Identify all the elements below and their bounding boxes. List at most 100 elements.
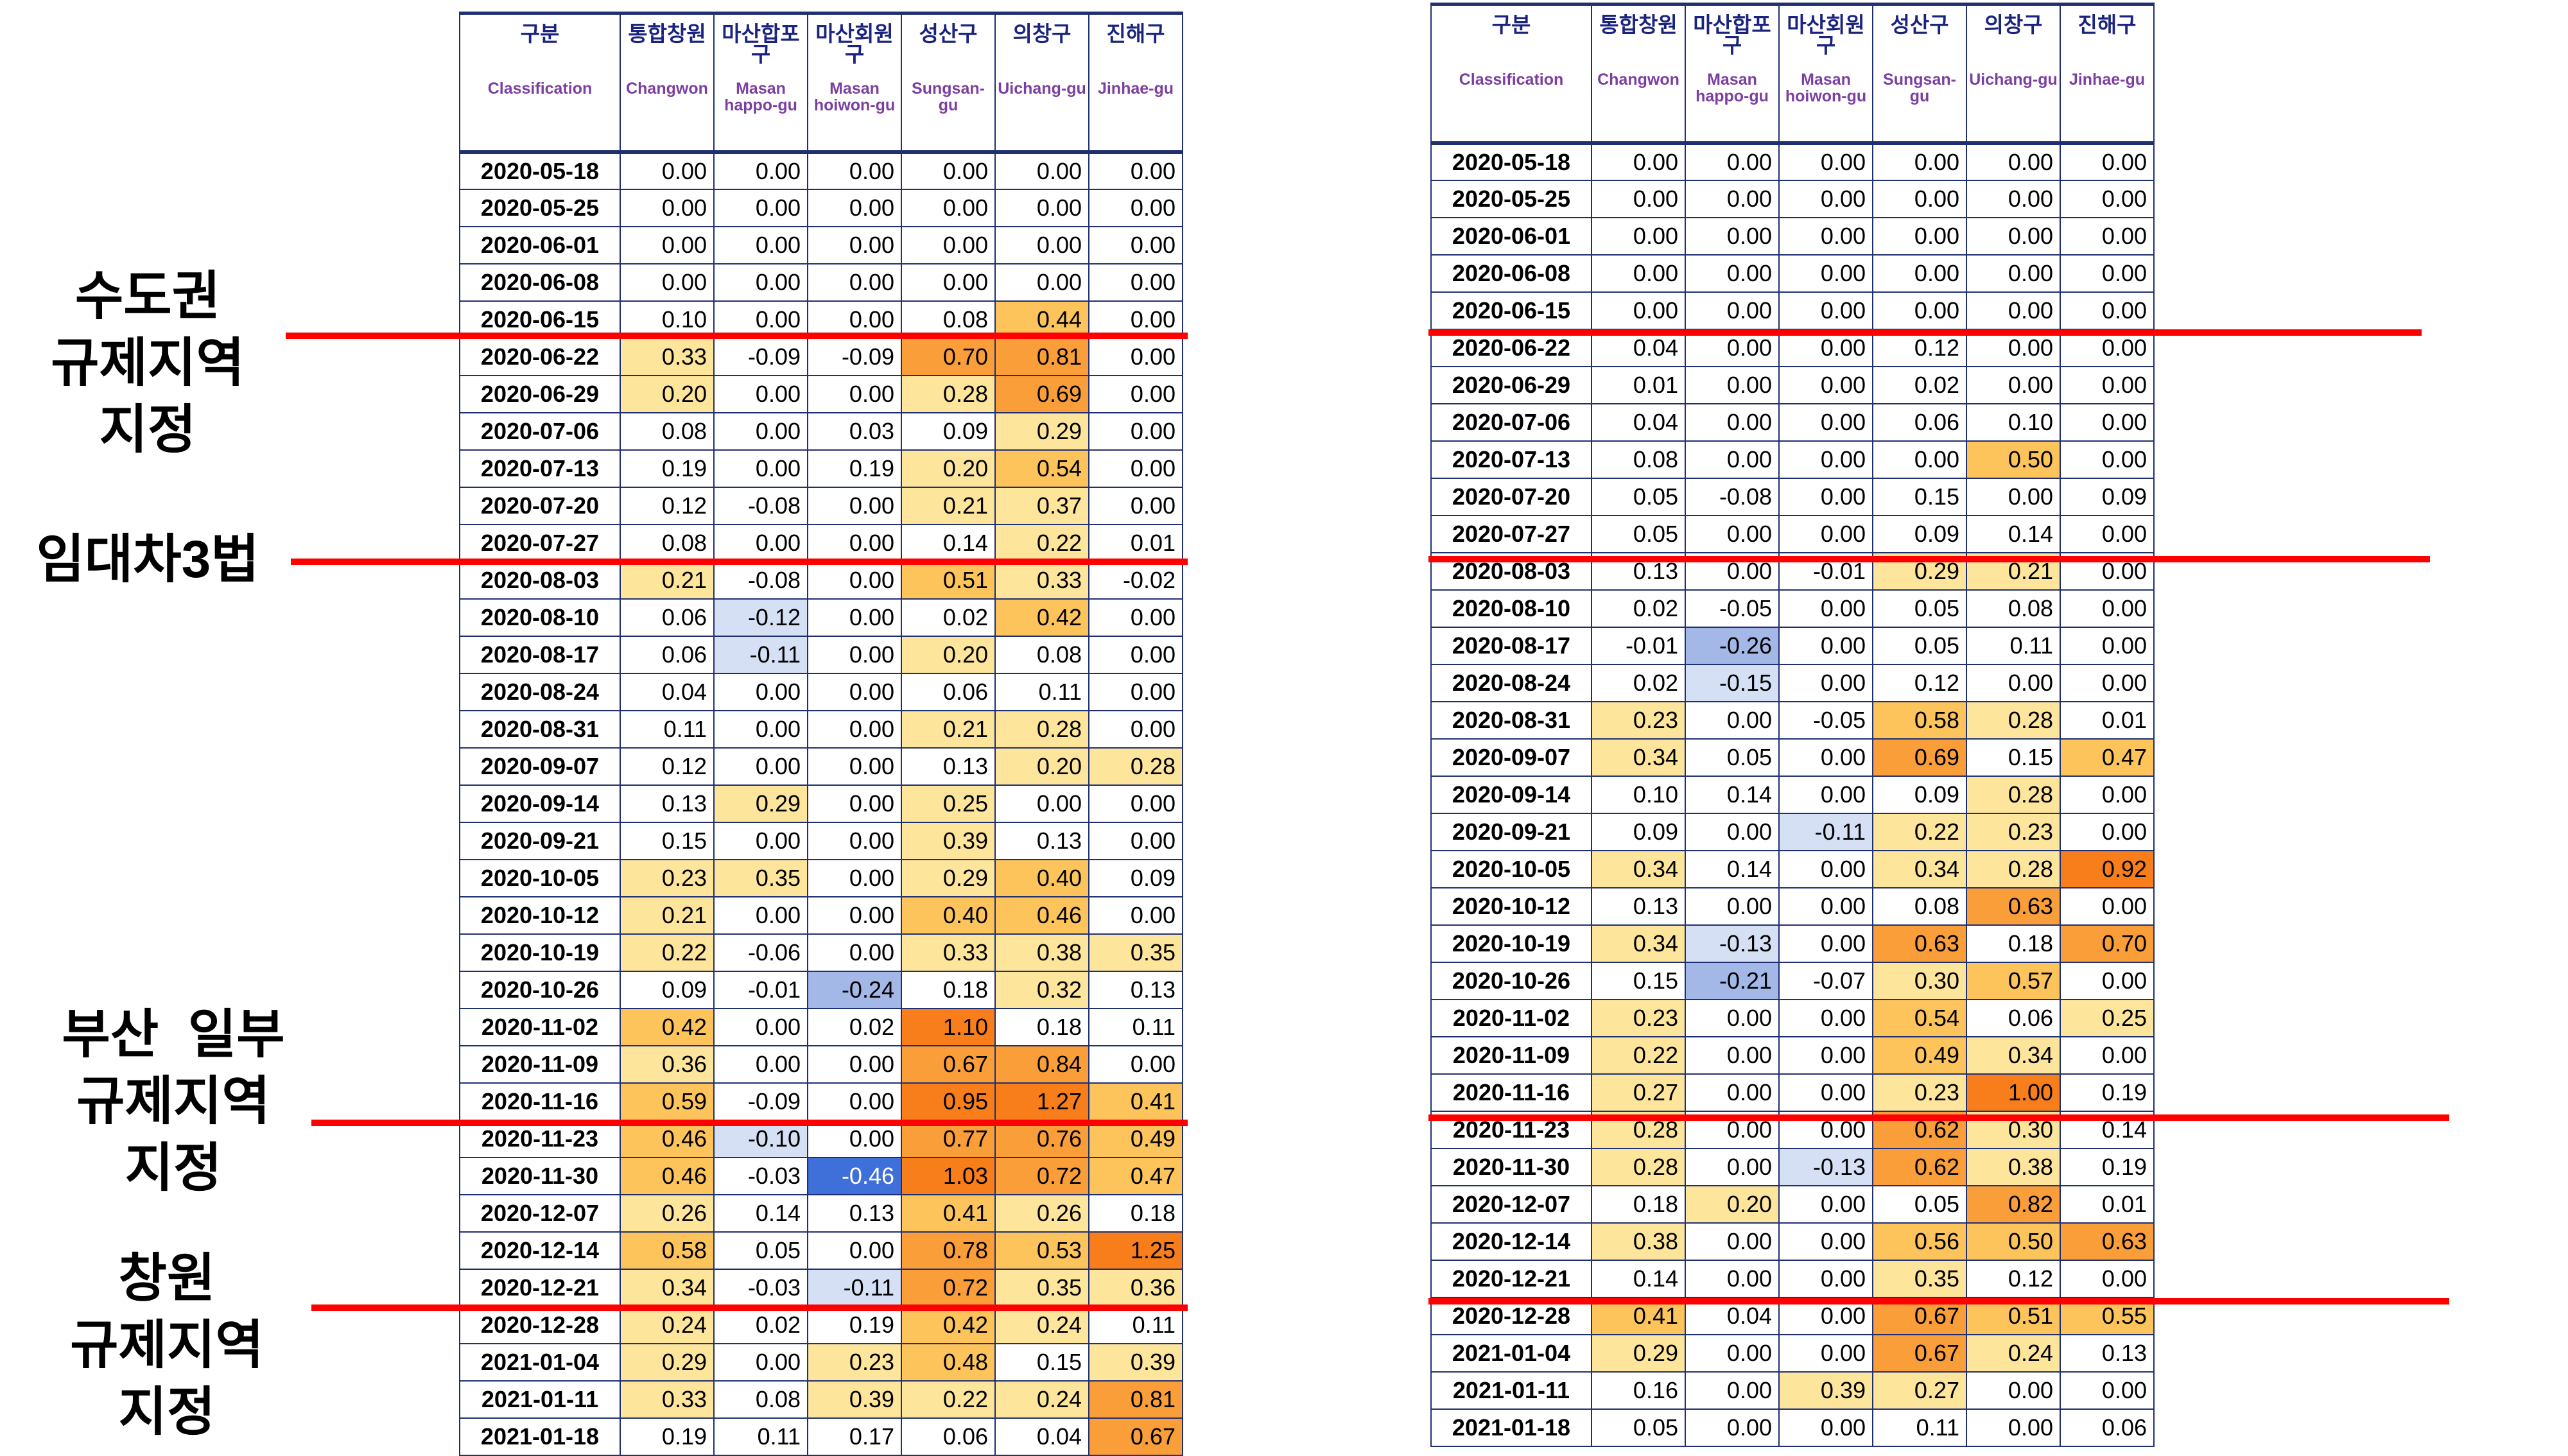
value-cell: 0.00 bbox=[807, 635, 902, 674]
table-row: 2020-10-26 0.09 -0.01 -0.24 0.18 0.32 0.13 bbox=[459, 970, 1183, 1009]
value-cell: 0.00 bbox=[1778, 365, 1873, 404]
table-body-right: 2020-05-18 0.00 0.00 0.00 0.00 0.00 0.00 2020-0… bbox=[1430, 141, 2155, 1447]
value-cell: 0.34 bbox=[1591, 924, 1686, 963]
value-cell: 0.27 bbox=[1591, 1073, 1686, 1112]
header-ko: 성산구 bbox=[1890, 13, 1949, 37]
table-row: 2020-10-19 0.34 -0.13 0.00 0.63 0.18 0.70 bbox=[1430, 924, 2155, 963]
value-cell: 0.05 bbox=[713, 1231, 808, 1270]
header-en: Masan hoiwon-gu bbox=[813, 80, 896, 114]
value-cell: 0.00 bbox=[713, 374, 808, 413]
value-cell: -0.46 bbox=[807, 1156, 902, 1195]
value-cell: 0.00 bbox=[901, 150, 996, 190]
value-cell: 0.00 bbox=[1778, 887, 1873, 926]
value-cell: 0.13 bbox=[1591, 887, 1686, 926]
table-row: 2020-06-22 0.33 -0.09 -0.09 0.70 0.81 0.00 bbox=[459, 337, 1183, 376]
date-cell: 2020-07-27 bbox=[459, 523, 621, 562]
value-cell: 0.09 bbox=[1088, 858, 1183, 897]
value-cell: 0.42 bbox=[994, 598, 1089, 637]
value-cell: 0.00 bbox=[2060, 1259, 2155, 1298]
value-cell: -0.24 bbox=[807, 970, 902, 1009]
value-cell: 0.00 bbox=[807, 858, 902, 897]
date-cell: 2020-06-22 bbox=[459, 337, 621, 376]
table-row: 2020-10-19 0.22 -0.06 0.00 0.33 0.38 0.35 bbox=[459, 933, 1183, 972]
value-cell: 0.38 bbox=[1591, 1222, 1686, 1261]
table-row: 2020-09-07 0.12 0.00 0.00 0.13 0.20 0.28 bbox=[459, 747, 1183, 786]
value-cell: 0.00 bbox=[1872, 179, 1967, 218]
value-cell: 0.59 bbox=[620, 1082, 715, 1121]
value-cell: 0.41 bbox=[901, 1193, 996, 1233]
value-cell: 0.00 bbox=[1685, 1147, 1780, 1186]
value-cell: 0.00 bbox=[713, 821, 808, 860]
table-row: 2020-08-31 0.23 0.00 -0.05 0.58 0.28 0.01 bbox=[1430, 700, 2155, 740]
date-cell: 2021-01-18 bbox=[459, 1417, 621, 1456]
table-row: 2020-11-16 0.27 0.00 0.00 0.23 1.00 0.19 bbox=[1430, 1073, 2155, 1112]
value-cell: 0.00 bbox=[2060, 403, 2155, 442]
value-cell: 0.00 bbox=[807, 263, 902, 302]
value-cell: 0.04 bbox=[1591, 403, 1686, 442]
table-row: 2020-12-07 0.26 0.14 0.13 0.41 0.26 0.18 bbox=[459, 1193, 1183, 1233]
date-cell: 2020-09-21 bbox=[459, 821, 621, 860]
value-cell: -0.02 bbox=[1088, 560, 1183, 600]
value-cell: 0.00 bbox=[1778, 216, 1873, 256]
header-sungsan: 성산구 Sungsan-gu bbox=[1872, 3, 1967, 144]
value-cell: 0.00 bbox=[1966, 365, 2061, 404]
value-cell: 0.00 bbox=[807, 300, 902, 339]
value-cell: 0.00 bbox=[1778, 663, 1873, 702]
policy-line-capital-region bbox=[1428, 329, 2422, 336]
value-cell: 0.67 bbox=[1088, 1417, 1183, 1456]
table-row: 2020-06-29 0.01 0.00 0.00 0.02 0.00 0.00 bbox=[1430, 365, 2155, 404]
value-cell: 0.00 bbox=[1966, 477, 2061, 516]
value-cell: 0.14 bbox=[1966, 514, 2061, 553]
value-cell: 0.01 bbox=[2060, 1184, 2155, 1224]
date-cell: 2020-06-15 bbox=[1430, 291, 1592, 330]
date-cell: 2020-05-25 bbox=[1430, 179, 1592, 218]
value-cell: 0.15 bbox=[1872, 477, 1967, 516]
value-cell: 0.00 bbox=[1685, 440, 1780, 479]
date-cell: 2020-06-29 bbox=[459, 374, 621, 413]
value-cell: 0.29 bbox=[620, 1342, 715, 1382]
value-cell: 1.10 bbox=[901, 1007, 996, 1046]
value-cell: 0.00 bbox=[1685, 254, 1780, 293]
table-row: 2020-11-09 0.36 0.00 0.00 0.67 0.84 0.00 bbox=[459, 1044, 1183, 1084]
value-cell: 0.05 bbox=[1872, 626, 1967, 665]
value-cell: 0.00 bbox=[1778, 775, 1873, 814]
table-row: 2020-09-21 0.15 0.00 0.00 0.39 0.13 0.00 bbox=[459, 821, 1183, 860]
date-cell: 2020-12-21 bbox=[459, 1268, 621, 1307]
table-row: 2020-09-21 0.09 0.00 -0.11 0.22 0.23 0.00 bbox=[1430, 812, 2155, 851]
value-cell: 0.00 bbox=[1088, 672, 1183, 711]
date-cell: 2020-06-29 bbox=[1430, 365, 1592, 404]
table-row: 2020-06-08 0.00 0.00 0.00 0.00 0.00 0.00 bbox=[459, 263, 1183, 302]
value-cell: 0.00 bbox=[807, 747, 902, 786]
table-row: 2020-08-17 -0.01 -0.26 0.00 0.05 0.11 0.00 bbox=[1430, 626, 2155, 665]
value-cell: -0.08 bbox=[713, 486, 808, 525]
value-cell: 0.00 bbox=[713, 1342, 808, 1382]
header-ko: 마산회원구 bbox=[1787, 13, 1865, 57]
value-cell: 0.04 bbox=[620, 672, 715, 711]
value-cell: 0.00 bbox=[1088, 337, 1183, 376]
policy-line-capital-region bbox=[286, 333, 1188, 339]
date-cell: 2020-08-17 bbox=[1430, 626, 1592, 665]
value-cell: 0.00 bbox=[807, 560, 902, 600]
value-cell: 0.35 bbox=[1088, 933, 1183, 972]
value-cell: 0.00 bbox=[1778, 849, 1873, 888]
date-cell: 2020-09-21 bbox=[1430, 812, 1592, 851]
value-cell: 0.19 bbox=[2060, 1147, 2155, 1186]
date-cell: 2020-05-18 bbox=[1430, 141, 1592, 181]
value-cell: 0.00 bbox=[901, 188, 996, 227]
value-cell: -0.07 bbox=[1778, 961, 1873, 1000]
value-cell: 0.95 bbox=[901, 1082, 996, 1121]
value-cell: 0.38 bbox=[994, 933, 1089, 972]
value-cell: 0.28 bbox=[1966, 849, 2061, 888]
value-cell: 0.00 bbox=[1685, 403, 1780, 442]
value-cell: 0.42 bbox=[901, 1305, 996, 1344]
date-cell: 2021-01-04 bbox=[1430, 1333, 1592, 1373]
value-cell: 0.12 bbox=[620, 486, 715, 525]
value-cell: 0.28 bbox=[1088, 747, 1183, 786]
value-cell: 0.12 bbox=[1872, 328, 1967, 367]
date-cell: 2020-09-14 bbox=[1430, 775, 1592, 814]
value-cell: 0.00 bbox=[620, 263, 715, 302]
value-cell: 0.00 bbox=[2060, 812, 2155, 851]
value-cell: 0.67 bbox=[901, 1044, 996, 1084]
date-cell: 2020-10-12 bbox=[1430, 887, 1592, 926]
value-cell: 0.46 bbox=[994, 896, 1089, 935]
